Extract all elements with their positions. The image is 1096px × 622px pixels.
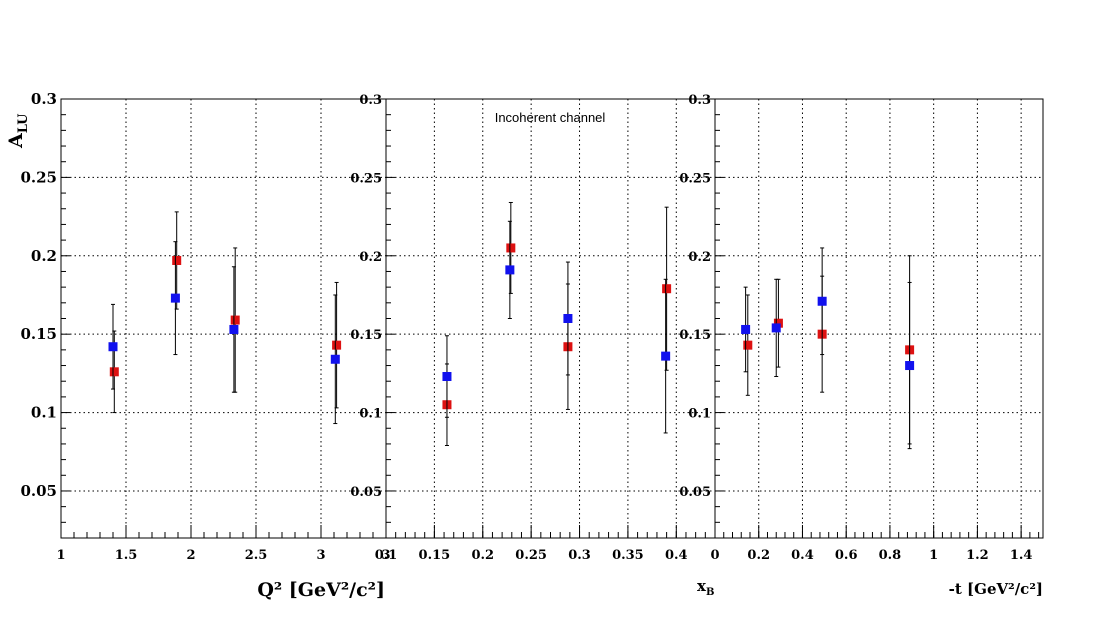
series-1: [442, 201, 672, 446]
data-point: [170, 293, 180, 303]
data-point: [662, 284, 672, 294]
x-tick-label: 2.5: [245, 548, 268, 563]
y-tick-label: 0.3: [688, 93, 711, 108]
y-tick-label: 0.05: [20, 482, 57, 500]
x-axis-title-xb: xB: [697, 577, 714, 598]
y-tick-label: 0.1: [31, 404, 57, 422]
y-tick-label: 0.15: [20, 325, 57, 343]
x-tick-label: 1: [56, 548, 65, 563]
y-tick-label: 0.25: [350, 171, 382, 186]
data-point: [771, 323, 781, 333]
x-tick-label: 0.2: [747, 548, 770, 563]
x-tick-label: 0.8: [879, 548, 902, 563]
x-tick-label: 1: [929, 548, 938, 563]
data-point: [505, 265, 515, 275]
x-tick-label: 1.2: [966, 548, 989, 563]
y-tick-label: 0.1: [359, 407, 382, 422]
plot-frame: [714, 98, 1044, 539]
y-tick-label: 0.2: [688, 250, 711, 265]
y-axis-title-sub: LU: [16, 113, 31, 133]
data-point: [229, 324, 239, 334]
series-1: [743, 255, 915, 445]
data-point: [442, 372, 452, 382]
y-tick-label: 0.15: [679, 328, 711, 343]
data-point: [773, 318, 783, 328]
data-point: [817, 296, 827, 306]
x-axis-title-q2: Q² [GeV²/c²]: [257, 579, 385, 601]
y-tick-label: 0.05: [679, 485, 711, 500]
panel-3: 0.3 0.25 0.2 0.15 0.1 0.05 0.2 0.4 0.6 0.8 1 1.2 1.4: [679, 93, 1044, 563]
y-tick-label: 0.25: [20, 168, 57, 186]
x-tick-label: 0.4: [791, 548, 814, 563]
x-axis-title-xb-main: x: [697, 577, 707, 595]
y-tick-label: 0.2: [31, 247, 57, 265]
series-2: [741, 247, 915, 450]
data-point: [172, 255, 182, 265]
x-tick-label: 1.5: [115, 548, 138, 563]
x-tick-label: 0.35: [612, 548, 644, 563]
data-point: [661, 351, 671, 361]
data-point: [330, 354, 340, 364]
x-tick-label: 0: [710, 548, 719, 563]
x-tick-label: 0.1: [375, 548, 398, 563]
x-tick-label: 0.6: [835, 548, 858, 563]
data-point: [108, 342, 118, 352]
data-point: [563, 314, 573, 323]
x-axis-title-t: -t [GeV²/c²]: [949, 580, 1043, 598]
y-tick-label: 0.05: [350, 485, 382, 500]
y-tick-label: 0.15: [350, 328, 382, 343]
data-point: [230, 315, 240, 325]
incoherent-channel-annotation: Incoherent channel: [495, 110, 606, 125]
x-tick-label: 3: [316, 548, 325, 563]
series-2: [442, 220, 671, 434]
y-tick-label: 0.1: [688, 407, 711, 422]
data-point: [905, 361, 915, 371]
plot-frame: [60, 98, 387, 539]
data-point: [741, 324, 751, 334]
x-axis-title-xb-sub: B: [706, 587, 714, 598]
y-axis-title-main: A: [5, 133, 27, 149]
y-tick-label: 0.2: [359, 250, 382, 265]
data-point: [743, 340, 753, 350]
y-tick-label: 0.3: [359, 93, 382, 108]
y-tick-label: 0.3: [31, 90, 57, 108]
series-1: [109, 211, 342, 414]
x-tick-label: 0.25: [515, 548, 547, 563]
panels: 0.30.250.20.150.10.051 1.5 2 2.5 3 30.30.250.…: [5, 90, 1044, 601]
y-axis-title: ALU: [5, 113, 31, 149]
x-tick-label: 1.4: [1010, 548, 1033, 563]
x-tick-label: 2: [186, 548, 195, 563]
data-point: [506, 243, 516, 253]
x-tick-label: 0.3: [568, 548, 591, 563]
panel-1: 0.3 0.25 0.2 0.15 0.1 0.05 1 1.5 2 2.5 3 3: [20, 90, 390, 563]
y-tick-label: 0.25: [679, 171, 711, 186]
series-2: [108, 241, 340, 425]
data-point: [109, 367, 119, 377]
x-tick-label: 0.4: [665, 548, 688, 563]
x-tick-label: 3: [381, 548, 390, 563]
panel-2: 0.3 0.25 0.2 0.15 0.1 0.05 0.1 0.15 0.2 0.25 0.3 0.…: [350, 93, 719, 563]
x-tick-label: 0.2: [471, 548, 494, 563]
data-point: [332, 340, 342, 350]
x-tick-label: 0.15: [419, 548, 451, 563]
